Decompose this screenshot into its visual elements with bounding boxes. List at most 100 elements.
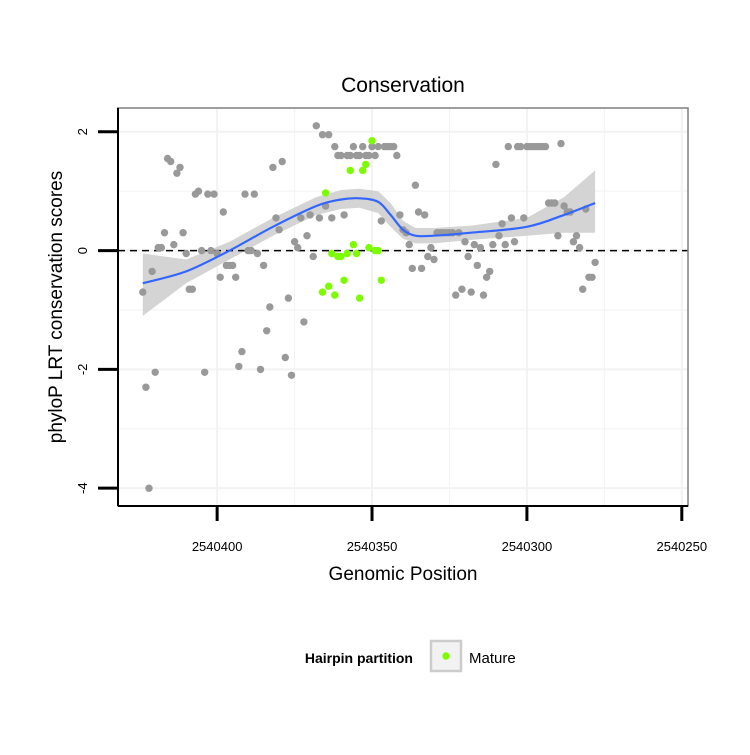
y-tick-label: 0 [75, 247, 90, 254]
data-point [290, 238, 299, 246]
data-point [160, 229, 169, 237]
mature-data-point [359, 166, 367, 175]
data-point [411, 181, 420, 189]
y-tick-label: 2 [75, 128, 90, 135]
data-point [331, 142, 339, 151]
data-point [303, 232, 311, 240]
data-point [569, 238, 578, 246]
data-point [572, 232, 581, 240]
mature-data-point [340, 276, 348, 284]
data-point [424, 252, 432, 261]
mature-data-point [325, 282, 333, 290]
smooth-fit-line [142, 197, 596, 285]
data-point [517, 142, 525, 151]
data-point [588, 273, 596, 281]
data-point [461, 238, 469, 246]
data-point [197, 246, 206, 255]
data-point [365, 151, 373, 160]
data-point [498, 220, 506, 228]
data-point [157, 243, 166, 252]
data-point [554, 232, 562, 240]
data-point [266, 303, 274, 311]
data-point [287, 371, 296, 379]
data-point [349, 142, 358, 151]
data-point [417, 264, 426, 273]
data-point [579, 285, 587, 293]
mature-data-point [355, 294, 364, 302]
data-point [173, 169, 181, 177]
data-point [312, 122, 320, 130]
data-point [355, 151, 364, 160]
panel-background [118, 108, 688, 506]
chart-title: Conservation [341, 74, 465, 97]
data-point [430, 255, 438, 264]
data-point [228, 261, 237, 270]
data-point [269, 163, 277, 172]
mature-data-point [346, 166, 354, 175]
data-point [368, 142, 376, 151]
data-point [476, 243, 485, 252]
data-point [263, 327, 271, 335]
y-tick-label: -2 [75, 364, 90, 376]
data-point [328, 214, 336, 222]
data-point [575, 243, 584, 252]
data-point [247, 246, 255, 255]
data-point [374, 142, 382, 151]
x-tick-label: 2540250 [656, 539, 707, 554]
data-point [284, 294, 293, 302]
data-point [486, 267, 494, 276]
data-point [541, 142, 550, 151]
data-point [359, 142, 367, 151]
data-point [216, 273, 224, 281]
data-point [272, 214, 280, 222]
data-point [315, 214, 324, 222]
data-point [377, 217, 385, 225]
data-point [510, 238, 519, 246]
legend-key-box [429, 639, 463, 673]
data-point [318, 131, 327, 139]
x-axis-label: Genomic Position [329, 564, 478, 585]
data-point [591, 258, 599, 267]
data-point [371, 151, 379, 160]
data-point [464, 252, 472, 261]
data-point [405, 240, 413, 249]
data-point [238, 347, 246, 356]
data-point [278, 157, 286, 166]
x-tick-label: 2540400 [192, 539, 243, 554]
mature-data-point [368, 137, 376, 145]
data-point [182, 249, 190, 258]
data-point [452, 291, 460, 299]
data-point [167, 157, 175, 166]
data-point [340, 211, 348, 219]
data-point [275, 226, 283, 234]
data-point [337, 151, 345, 160]
data-point [259, 261, 268, 270]
mature-data-point [374, 246, 382, 255]
data-point [232, 273, 240, 281]
data-point [421, 211, 429, 219]
data-point [495, 232, 503, 240]
data-point [504, 142, 512, 151]
axes-layer: 2540400 2540350 2540300 2540250 -4 -2 0 2 [75, 108, 707, 554]
data-point [520, 214, 528, 222]
data-point [253, 249, 262, 258]
data-point [479, 291, 488, 299]
data-point [492, 160, 500, 169]
data-point [390, 142, 398, 151]
mature-data-point [365, 243, 373, 252]
data-point [306, 211, 314, 219]
data-point [219, 208, 227, 216]
mature-data-point [331, 291, 339, 299]
legend-key-mature-point [442, 652, 450, 660]
data-point [281, 353, 289, 362]
data-point [207, 246, 215, 255]
y-tick-label: -4 [75, 482, 90, 494]
data-point [489, 240, 497, 249]
data-point [170, 240, 178, 249]
data-point [501, 240, 509, 249]
grid-layer [118, 108, 688, 506]
data-point [176, 163, 184, 172]
data-point [256, 365, 265, 374]
